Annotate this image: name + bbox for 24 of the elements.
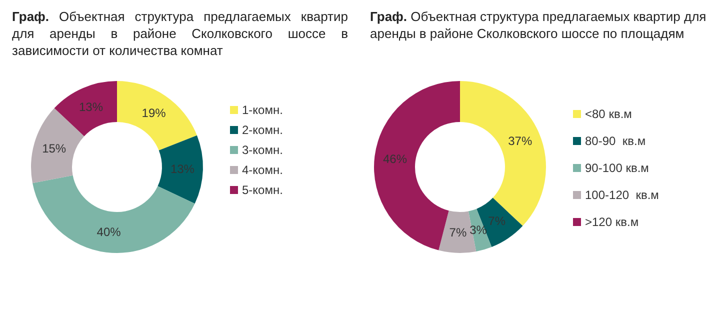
legend-label: 90-100 кв.м	[585, 160, 649, 174]
legend-label: 4-комн.	[242, 163, 283, 177]
data-label: 40%	[96, 224, 122, 239]
chart-title: Граф. Объектная структура предлагаемых квартир для аренды в районе Сколковского шоссе по площадям	[370, 8, 708, 42]
legend-label: 1-комн.	[242, 103, 283, 117]
legend-label: <80 кв.м	[585, 106, 632, 120]
legend-label: 100-120 кв.м	[585, 188, 659, 202]
data-label: 15%	[42, 142, 66, 156]
chart-title: Граф. Объектная структура предлагаемых квартир для аренды в районе Сколковского шоссе в зависимости от количества комнат	[12, 8, 348, 59]
data-label: 46%	[383, 152, 408, 166]
data-label: 19%	[142, 106, 166, 120]
donut-slice	[32, 175, 195, 253]
donut-slice	[460, 81, 546, 226]
donut-slice	[117, 81, 197, 150]
legend-label: 2-комн.	[242, 123, 283, 137]
legend-label: >120 кв.м	[585, 214, 639, 228]
data-label: 7%	[449, 225, 467, 240]
data-label: 13%	[78, 100, 104, 114]
legend-label: 3-комн.	[242, 143, 283, 157]
donut-slice	[54, 81, 117, 136]
legend-label: 80-90 кв.м	[585, 134, 646, 148]
donut-slice	[158, 135, 203, 204]
legend-label: 5-комн.	[242, 183, 283, 197]
data-label: 37%	[508, 134, 532, 148]
